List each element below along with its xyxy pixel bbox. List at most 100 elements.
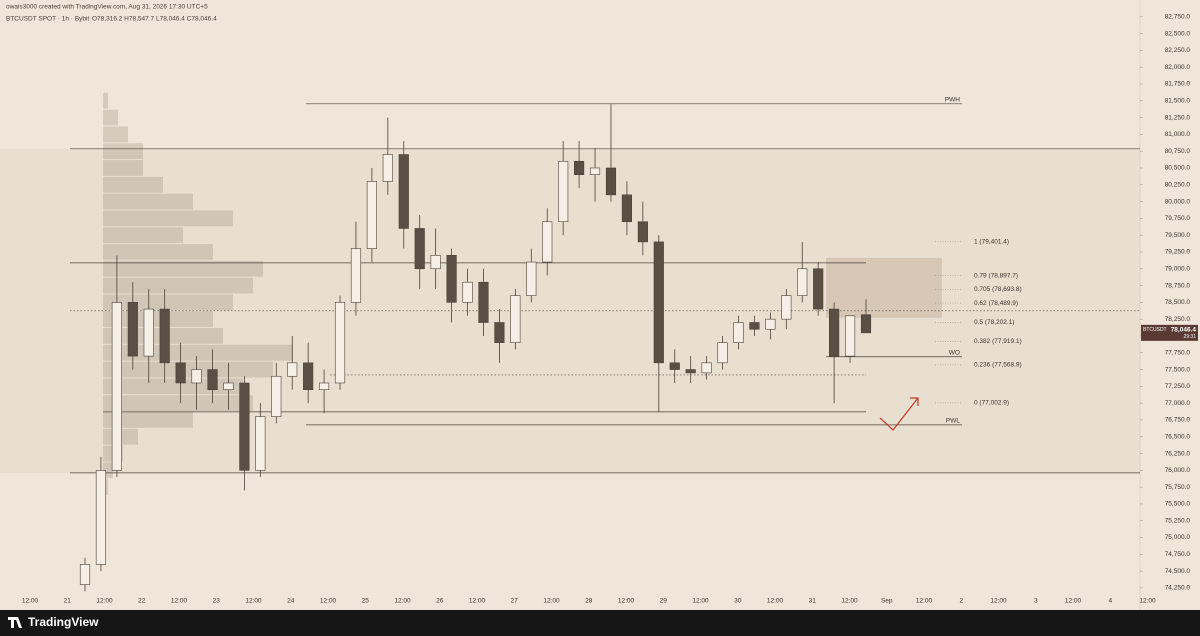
candle-body xyxy=(510,295,521,343)
candle-body xyxy=(111,302,122,471)
candle-body xyxy=(526,261,537,296)
y-tick-label: 76,750.0 xyxy=(1165,417,1191,424)
y-tick-label: 82,000.0 xyxy=(1165,64,1191,71)
fib-label: 1 (79,401.4) xyxy=(974,239,1009,246)
y-tick-label: 76,000.0 xyxy=(1165,467,1191,474)
candle-body xyxy=(95,470,107,565)
y-tick-label: 81,500.0 xyxy=(1165,98,1191,105)
y-tick-label: 77,750.0 xyxy=(1165,349,1191,356)
candle-body xyxy=(860,314,872,334)
y-tick-label: 78,250.0 xyxy=(1165,316,1191,323)
x-tick-label: 2 xyxy=(959,598,963,605)
volume-bar xyxy=(103,244,213,260)
candle-body xyxy=(717,342,728,364)
x-tick-label: 4 xyxy=(1108,598,1112,605)
y-tick-label: 81,250.0 xyxy=(1165,114,1191,121)
candle-body xyxy=(621,194,632,223)
volume-bar xyxy=(103,126,128,143)
candle-body xyxy=(574,160,585,175)
fib-label: 0.705 (78,693.8) xyxy=(974,286,1022,293)
x-tick-label: 29 xyxy=(660,598,668,605)
y-tick-label: 76,250.0 xyxy=(1165,450,1191,457)
y-tick-label: 80,750.0 xyxy=(1165,148,1191,155)
x-tick-label: 12:00 xyxy=(543,598,560,605)
x-tick-label: 27 xyxy=(511,598,519,605)
candle-body xyxy=(334,302,346,384)
volume-bar xyxy=(103,210,233,227)
candle-body xyxy=(701,362,712,374)
volume-bar xyxy=(103,160,143,176)
candle-body xyxy=(462,281,473,303)
x-tick-label: 28 xyxy=(585,598,593,605)
price-tag-label: 78,046.4 xyxy=(1171,327,1197,334)
candle-body xyxy=(175,362,186,384)
y-tick-label: 74,500.0 xyxy=(1165,568,1191,575)
y-tick-label: 78,750.0 xyxy=(1165,282,1191,289)
candle-body xyxy=(79,564,91,585)
volume-bar xyxy=(103,260,263,277)
volume-bar xyxy=(103,462,113,479)
x-tick-label: 12:00 xyxy=(171,598,188,605)
volume-bar xyxy=(103,109,118,126)
candle-body xyxy=(143,308,154,357)
candle-body xyxy=(844,315,856,357)
y-tick-label: 80,250.0 xyxy=(1165,181,1191,188)
price-tag-countdown: 29:31 xyxy=(1183,334,1196,340)
credit: owais3000 created with TradingView.com, … xyxy=(6,4,208,11)
y-tick-label: 75,750.0 xyxy=(1165,484,1191,491)
volume-bar xyxy=(103,395,253,412)
zone xyxy=(826,257,942,318)
x-tick-label: 24 xyxy=(287,598,295,605)
x-tick-label: 12:00 xyxy=(692,598,709,605)
fib-label: 0.79 (78,897.7) xyxy=(974,272,1018,279)
fib-label: 0.382 (77,919.1) xyxy=(974,338,1022,345)
logo xyxy=(8,617,22,628)
y-tick-label: 75,250.0 xyxy=(1165,517,1191,524)
candle-body xyxy=(318,382,330,391)
brand: TradingView xyxy=(28,615,99,629)
candle-body xyxy=(589,167,601,175)
volume-bar xyxy=(103,294,233,311)
y-tick-label: 77,250.0 xyxy=(1165,383,1191,390)
x-tick-label: 21 xyxy=(64,598,72,605)
volume-bar xyxy=(103,92,108,109)
candle-body xyxy=(829,308,840,357)
candle-body xyxy=(239,382,250,471)
x-tick-label: 12:00 xyxy=(22,598,39,605)
y-tick-label: 75,000.0 xyxy=(1165,534,1191,541)
level-label: WO xyxy=(949,350,960,357)
fib-label: 0 (77,002.9) xyxy=(974,400,1009,407)
x-tick-label: 3 xyxy=(1034,598,1038,605)
fib-label: 0.5 (78,202.1) xyxy=(974,319,1014,326)
candle-body xyxy=(669,362,680,370)
y-tick-label: 79,250.0 xyxy=(1165,249,1191,256)
candle-body xyxy=(765,318,776,330)
y-tick-label: 81,000.0 xyxy=(1165,131,1191,138)
x-tick-label: Sep xyxy=(881,598,893,605)
candle-body xyxy=(605,167,617,196)
candle-body xyxy=(494,322,505,343)
candle-body xyxy=(446,255,457,303)
volume-bar xyxy=(103,361,273,378)
y-tick-label: 81,750.0 xyxy=(1165,81,1191,88)
candle-body xyxy=(414,228,425,270)
candle-body xyxy=(366,181,377,249)
candle-body xyxy=(478,281,489,323)
candle-body xyxy=(271,375,282,417)
symbol: BTCUSDT SPOT · 1h · Bybit xyxy=(6,16,89,23)
y-tick-label: 82,500.0 xyxy=(1165,30,1191,37)
y-tick-label: 82,750.0 xyxy=(1165,14,1191,21)
candle-body xyxy=(781,295,792,320)
volume-bar xyxy=(103,143,143,160)
x-tick-label: 12:00 xyxy=(1139,598,1156,605)
candle-body xyxy=(542,221,553,263)
volume-bar xyxy=(103,176,163,193)
level-label: PWH xyxy=(945,97,960,104)
footer xyxy=(0,610,1200,636)
candle-body xyxy=(430,255,441,270)
x-tick-label: 31 xyxy=(809,598,817,605)
price-tag xyxy=(1141,324,1198,341)
y-tick-label: 80,000.0 xyxy=(1165,198,1191,205)
